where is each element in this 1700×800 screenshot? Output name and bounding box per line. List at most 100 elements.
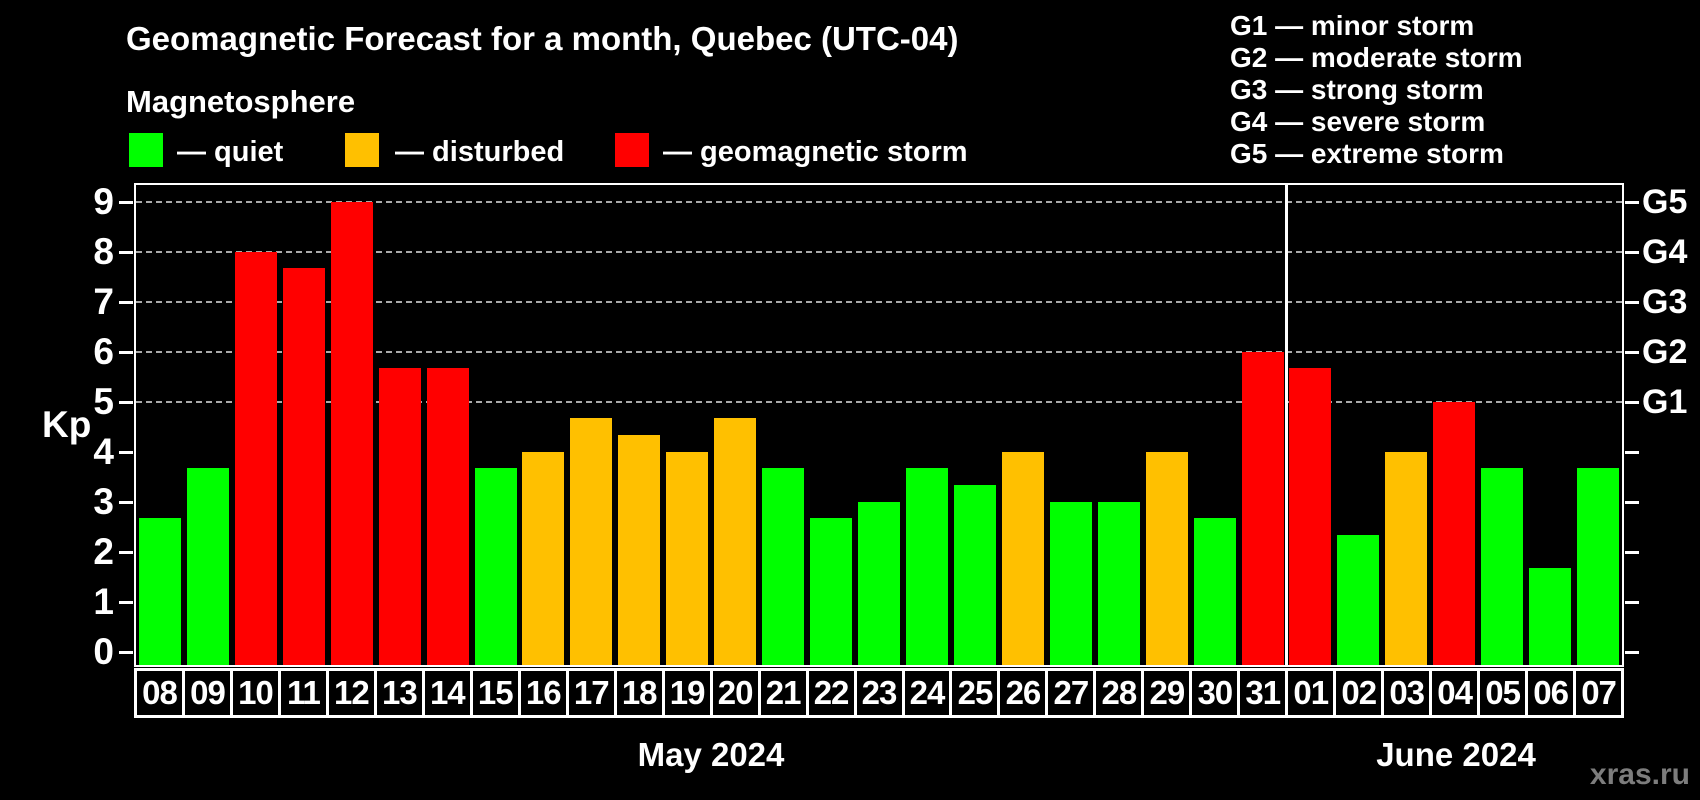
y-tick-left-6 <box>119 351 133 354</box>
month-label-june: June 2024 <box>1376 736 1536 773</box>
y-tick-label-7: 7 <box>93 281 114 322</box>
day-label-31: 31 <box>1237 668 1289 718</box>
bar-slot-02 <box>1334 185 1382 665</box>
bar-slot-17 <box>567 185 615 665</box>
watermark: xras.ru <box>1589 758 1690 791</box>
day-label-26: 26 <box>997 668 1049 718</box>
bar-slot-06 <box>1526 185 1574 665</box>
bar-slot-09 <box>184 185 232 665</box>
y-axis-title: Kp <box>42 404 92 445</box>
bar-slot-15 <box>472 185 520 665</box>
bar-slot-12 <box>328 185 376 665</box>
day-label-13: 13 <box>373 668 425 718</box>
y-tick-right-1 <box>1625 601 1639 604</box>
bar-slot-29 <box>1143 185 1191 665</box>
day-label-08: 08 <box>134 668 185 718</box>
bar-day-17 <box>570 418 613 665</box>
bar-day-18 <box>618 435 661 665</box>
bar-slot-16 <box>520 185 568 665</box>
bar-day-09 <box>186 468 229 665</box>
bars-row <box>136 185 1622 665</box>
y-tick-label-2: 2 <box>93 531 114 572</box>
bar-slot-22 <box>807 185 855 665</box>
gridline-g4 <box>136 251 1622 253</box>
bar-day-22 <box>810 518 853 665</box>
legend-swatch-quiet <box>129 133 163 167</box>
day-label-01: 01 <box>1285 668 1337 718</box>
bar-day-29 <box>1145 452 1188 665</box>
gridline-g2 <box>136 351 1622 353</box>
day-label-20: 20 <box>709 668 761 718</box>
bar-day-14 <box>426 368 469 665</box>
day-label-11: 11 <box>277 668 329 718</box>
day-label-10: 10 <box>229 668 281 718</box>
day-label-04: 04 <box>1429 668 1481 718</box>
day-label-05: 05 <box>1477 668 1529 718</box>
bar-day-31 <box>1241 352 1284 665</box>
legend-label-quiet: — quiet <box>177 136 284 168</box>
day-label-18: 18 <box>613 668 665 718</box>
month-separator-line <box>1285 185 1288 665</box>
bar-day-15 <box>474 468 517 665</box>
y-tick-left-9 <box>119 201 133 204</box>
month-label-may: May 2024 <box>637 736 785 773</box>
day-label-29: 29 <box>1141 668 1193 718</box>
bar-day-05 <box>1481 468 1524 665</box>
g-axis-label-g2: G2 <box>1642 333 1688 371</box>
g-legend-line-g4: G4 — severe storm <box>1230 106 1486 137</box>
bar-slot-28 <box>1095 185 1143 665</box>
y-tick-label-6: 6 <box>93 331 114 372</box>
bar-day-23 <box>858 502 901 665</box>
bar-day-03 <box>1385 452 1428 665</box>
day-label-30: 30 <box>1189 668 1241 718</box>
bar-slot-03 <box>1382 185 1430 665</box>
y-tick-label-0: 0 <box>93 631 114 672</box>
day-label-14: 14 <box>421 668 473 718</box>
y-tick-right-7 <box>1625 301 1639 304</box>
x-axis-day-labels: 08 09 10 11 12 13 14 15 16 17 18 19 20 21 22 23 24 25 26 27… <box>134 668 1625 718</box>
day-label-23: 23 <box>853 668 905 718</box>
bar-slot-08 <box>136 185 184 665</box>
bar-day-16 <box>522 452 565 665</box>
plot-inner <box>136 185 1622 665</box>
day-label-06: 06 <box>1525 668 1577 718</box>
legend-swatch-storm <box>615 133 649 167</box>
day-label-28: 28 <box>1093 668 1145 718</box>
g-axis-label-g4: G4 <box>1642 233 1688 271</box>
day-label-25: 25 <box>949 668 1001 718</box>
y-tick-left-4 <box>119 451 133 454</box>
bar-day-04 <box>1433 402 1476 665</box>
y-tick-right-3 <box>1625 501 1639 504</box>
day-label-02: 02 <box>1333 668 1385 718</box>
y-tick-left-5 <box>119 401 133 404</box>
bar-slot-27 <box>1047 185 1095 665</box>
y-tick-right-6 <box>1625 351 1639 354</box>
bar-day-11 <box>282 268 325 665</box>
bar-day-07 <box>1577 468 1620 665</box>
day-label-09: 09 <box>181 668 233 718</box>
y-tick-label-1: 1 <box>93 581 114 622</box>
bar-day-26 <box>1001 452 1044 665</box>
y-tick-left-8 <box>119 251 133 254</box>
g-axis-label-g1: G1 <box>1642 383 1688 421</box>
bar-slot-30 <box>1191 185 1239 665</box>
day-label-12: 12 <box>325 668 377 718</box>
bar-slot-19 <box>663 185 711 665</box>
g-legend-line-g3: G3 — strong storm <box>1230 74 1484 105</box>
bar-day-24 <box>905 468 948 665</box>
gridline-g1 <box>136 401 1622 403</box>
chart-subtitle: Magnetosphere <box>126 84 356 119</box>
g-legend-line-g1: G1 — minor storm <box>1230 10 1475 41</box>
g-axis-label-g5: G5 <box>1642 183 1688 221</box>
y-tick-label-8: 8 <box>93 231 114 272</box>
legend-label-disturbed: — disturbed <box>395 136 565 168</box>
bar-day-19 <box>666 452 709 665</box>
y-tick-label-5: 5 <box>93 381 114 422</box>
y-tick-left-2 <box>119 551 133 554</box>
bar-slot-31 <box>1239 185 1287 665</box>
y-tick-right-8 <box>1625 251 1639 254</box>
g-scale-legend: G1 — minor storm G2 — moderate storm G3 … <box>1230 10 1523 170</box>
y-tick-left-1 <box>119 601 133 604</box>
bar-slot-13 <box>376 185 424 665</box>
gridline-g3 <box>136 301 1622 303</box>
